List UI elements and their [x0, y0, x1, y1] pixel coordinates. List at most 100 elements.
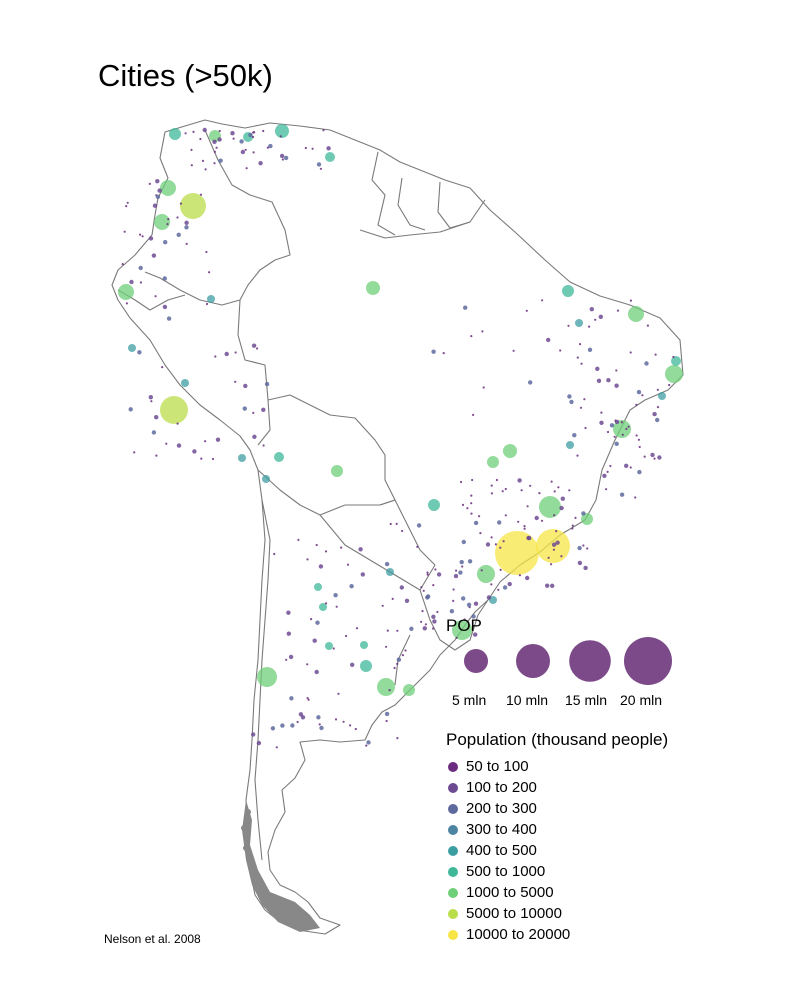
map-title: Cities (>50k): [98, 58, 273, 93]
city-marker-small: [425, 595, 430, 600]
city-marker-small: [502, 585, 508, 590]
city-marker-small: [560, 555, 563, 558]
city-marker-small: [657, 455, 662, 460]
city-marker-small: [279, 135, 282, 138]
city-marker-small: [656, 406, 660, 409]
city-marker-small: [473, 632, 478, 637]
city-marker-small: [312, 638, 317, 643]
city-marker-small: [176, 232, 181, 237]
city-marker-small: [314, 669, 319, 675]
city-marker-small: [365, 744, 368, 747]
city-marker-small: [176, 422, 179, 425]
city-marker-small: [502, 540, 505, 543]
city-marker-small: [553, 514, 556, 517]
city-marker-small: [550, 583, 555, 588]
city-marker-small: [213, 150, 216, 153]
city-marker-small: [567, 324, 570, 327]
city-marker-small: [399, 585, 404, 590]
city-marker-small: [337, 692, 340, 695]
city-marker-small: [576, 454, 579, 457]
city-marker-small: [185, 242, 188, 245]
city-marker-small: [470, 502, 473, 505]
city-marker-small: [396, 662, 399, 666]
city-marker-small: [307, 698, 310, 701]
city-marker-small: [587, 347, 593, 352]
city-marker-small: [638, 445, 641, 449]
city-marker-small: [354, 727, 357, 731]
city-marker-small: [602, 473, 607, 478]
city-marker: [366, 281, 380, 295]
city-marker-small: [285, 658, 288, 661]
city-marker-small: [148, 182, 151, 185]
city-marker-small: [139, 281, 142, 284]
city-marker-small: [455, 636, 458, 639]
city-marker-small: [641, 394, 644, 397]
legend-item: 400 to 500: [448, 842, 537, 859]
city-marker-small: [306, 663, 309, 666]
city-marker-small: [139, 233, 142, 236]
city-marker: [154, 214, 170, 230]
city-marker-small: [311, 147, 314, 150]
city-marker-small: [461, 596, 466, 601]
city-marker-small: [239, 139, 244, 144]
city-marker-small: [192, 130, 195, 133]
city-marker-small: [499, 546, 502, 549]
city-marker-small: [252, 411, 255, 414]
city-marker-small: [217, 137, 222, 142]
city-marker: [658, 392, 666, 400]
city-marker-small: [624, 463, 629, 468]
city-marker-small: [409, 626, 414, 631]
city-marker-small: [358, 547, 363, 552]
city-marker-small: [154, 295, 157, 298]
city-marker-small: [455, 569, 458, 572]
city-marker-small: [599, 420, 604, 425]
city-marker-small: [458, 570, 463, 575]
city-marker-small: [426, 571, 429, 574]
city-marker-small: [224, 351, 229, 357]
patagonia-islands: [241, 800, 320, 932]
city-marker-small: [252, 434, 257, 439]
city-marker-small: [316, 715, 321, 720]
city-marker: [566, 441, 574, 449]
city-marker-small: [218, 129, 221, 133]
legend-label: 500 to 1000: [466, 863, 546, 880]
city-marker-small: [148, 395, 153, 400]
city-marker-small: [652, 411, 657, 417]
city-marker-small: [391, 597, 394, 601]
city-marker-small: [466, 602, 472, 607]
city-marker: [377, 678, 395, 696]
city-marker: [331, 465, 343, 477]
city-marker-small: [650, 452, 655, 458]
city-marker-small: [176, 216, 179, 219]
city-marker-small: [654, 353, 657, 356]
city-marker-small: [579, 343, 582, 346]
city-marker-small: [166, 223, 169, 226]
city-marker-small: [629, 466, 632, 469]
city-marker-small: [345, 634, 348, 638]
city-marker-small: [316, 162, 322, 167]
city-marker-small: [205, 302, 209, 306]
city-marker: [477, 565, 495, 583]
city-marker: [503, 444, 517, 458]
city-marker: [428, 499, 440, 511]
border-suriname-guiana: [437, 181, 471, 229]
city-marker-small: [166, 316, 172, 321]
city-marker-small: [504, 514, 507, 517]
city-marker-small: [324, 550, 328, 553]
city-marker-small: [258, 161, 263, 166]
city-marker-small: [432, 627, 435, 630]
city-marker-small: [167, 218, 170, 221]
city-marker: [452, 620, 472, 640]
city-marker-small: [416, 523, 422, 528]
city-marker: [169, 128, 181, 140]
city-marker-small: [275, 746, 278, 749]
city-marker-small: [280, 723, 285, 728]
border-paraguay-argentina: [319, 514, 436, 591]
city-marker-small: [165, 442, 168, 445]
city-marker-small: [154, 415, 159, 420]
city-marker-small: [588, 325, 591, 328]
city-marker: [581, 513, 593, 525]
city-marker-small: [306, 697, 309, 700]
city-marker-small: [672, 355, 675, 359]
city-marker-small: [490, 536, 493, 539]
